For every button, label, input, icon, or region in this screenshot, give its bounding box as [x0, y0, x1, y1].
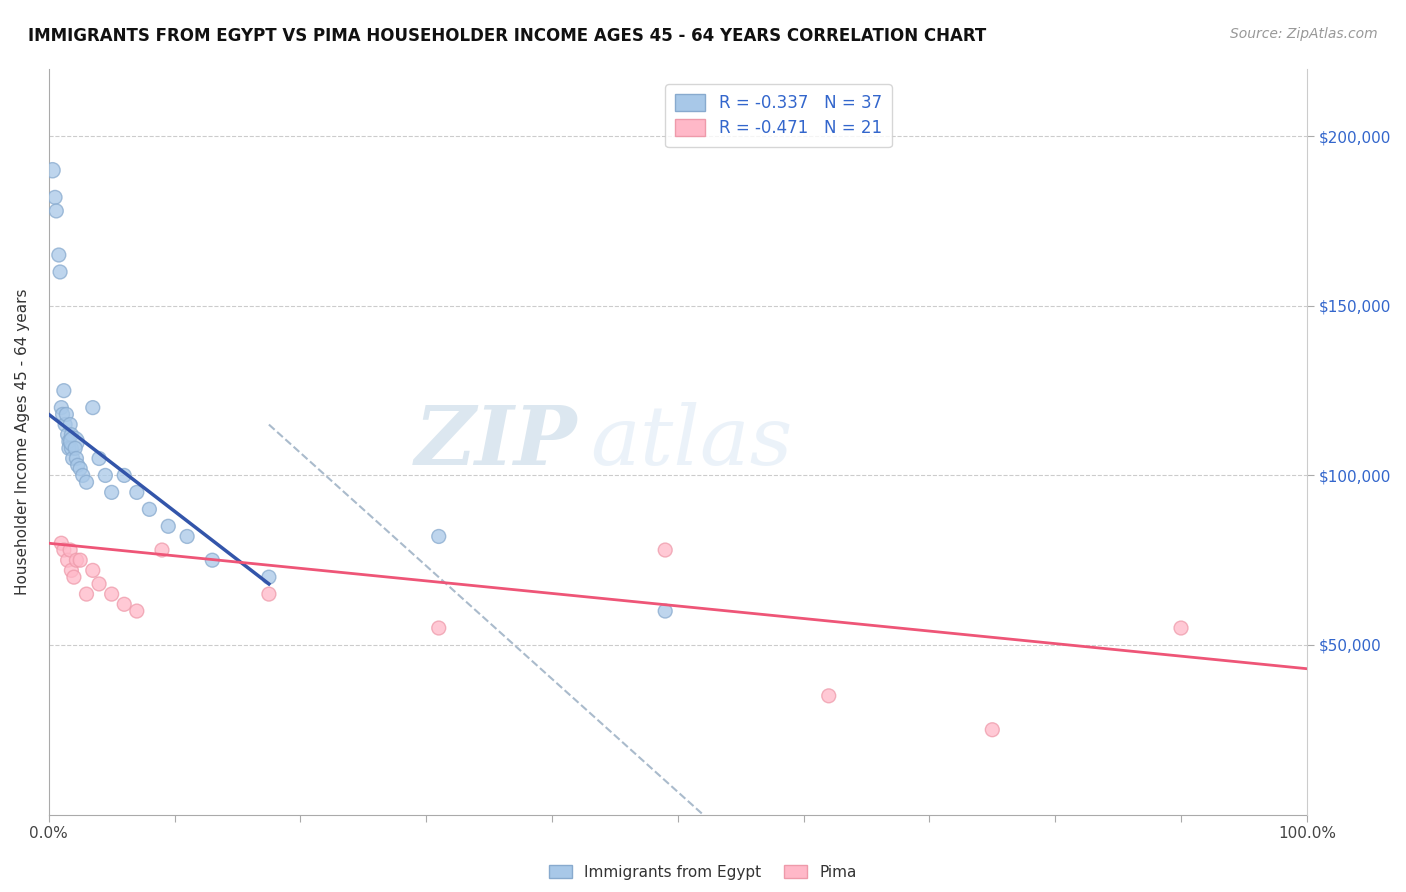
- Point: [65, 451, 87, 466]
- Point: [654, 604, 676, 618]
- Point: [69, 461, 91, 475]
- Point: [112, 468, 135, 483]
- Point: [157, 519, 180, 533]
- Point: [48, 248, 70, 262]
- Point: [51, 536, 73, 550]
- Point: [60, 442, 83, 456]
- Point: [1170, 621, 1192, 635]
- Point: [257, 587, 280, 601]
- Legend: Immigrants from Egypt, Pima: Immigrants from Egypt, Pima: [544, 860, 862, 884]
- Text: IMMIGRANTS FROM EGYPT VS PIMA HOUSEHOLDER INCOME AGES 45 - 64 YEARS CORRELATION : IMMIGRANTS FROM EGYPT VS PIMA HOUSEHOLDE…: [28, 27, 987, 45]
- Point: [176, 529, 198, 543]
- Y-axis label: Householder Income Ages 45 - 64 years: Householder Income Ages 45 - 64 years: [15, 288, 30, 595]
- Point: [56, 427, 79, 442]
- Point: [125, 604, 148, 618]
- Point: [52, 408, 75, 422]
- Point: [72, 468, 94, 483]
- Point: [82, 563, 104, 577]
- Point: [82, 401, 104, 415]
- Point: [52, 384, 75, 398]
- Point: [201, 553, 224, 567]
- Point: [63, 570, 86, 584]
- Point: [55, 408, 77, 422]
- Point: [58, 442, 80, 456]
- Point: [59, 543, 82, 558]
- Point: [58, 434, 80, 449]
- Point: [138, 502, 160, 516]
- Text: Source: ZipAtlas.com: Source: ZipAtlas.com: [1230, 27, 1378, 41]
- Point: [100, 587, 122, 601]
- Point: [65, 553, 87, 567]
- Point: [69, 553, 91, 567]
- Point: [66, 458, 89, 473]
- Point: [87, 577, 110, 591]
- Point: [44, 190, 66, 204]
- Text: ZIP: ZIP: [415, 401, 576, 482]
- Point: [981, 723, 1004, 737]
- Point: [60, 563, 83, 577]
- Point: [76, 475, 98, 490]
- Point: [41, 163, 63, 178]
- Text: atlas: atlas: [589, 401, 792, 482]
- Point: [125, 485, 148, 500]
- Point: [49, 265, 72, 279]
- Point: [150, 543, 173, 558]
- Point: [257, 570, 280, 584]
- Point: [427, 529, 450, 543]
- Point: [51, 401, 73, 415]
- Point: [56, 553, 79, 567]
- Point: [94, 468, 117, 483]
- Point: [112, 597, 135, 611]
- Point: [76, 587, 98, 601]
- Point: [427, 621, 450, 635]
- Point: [654, 543, 676, 558]
- Point: [62, 451, 84, 466]
- Point: [45, 203, 67, 218]
- Legend: R = -0.337   N = 37, R = -0.471   N = 21: R = -0.337 N = 37, R = -0.471 N = 21: [665, 85, 891, 147]
- Point: [100, 485, 122, 500]
- Point: [59, 417, 82, 432]
- Point: [817, 689, 839, 703]
- Point: [52, 543, 75, 558]
- Point: [87, 451, 110, 466]
- Point: [63, 442, 86, 456]
- Point: [60, 427, 83, 442]
- Point: [63, 434, 86, 449]
- Point: [53, 417, 76, 432]
